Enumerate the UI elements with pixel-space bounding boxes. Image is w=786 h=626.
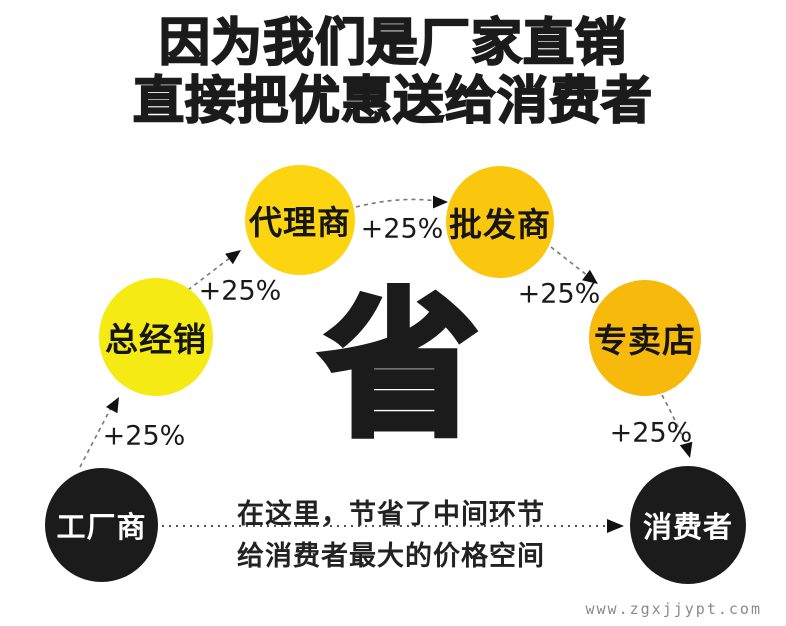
node-consumer-label: 消费者 xyxy=(642,512,733,544)
node-consumer: 消费者 xyxy=(630,466,746,584)
bottom-message-line-2-text: 给消费者最大的价格空间 xyxy=(237,541,545,571)
arrowhead-wholesaler-to-store xyxy=(582,269,598,284)
arrow-line-agent-to-wholesaler xyxy=(355,198,437,208)
title-line-2: 直接把优惠送给消费者 xyxy=(132,71,653,130)
node-general-distributor: 总经销 xyxy=(99,278,213,396)
node-wholesaler: 批发商 xyxy=(446,166,554,278)
increment-label-distributor-to-agent: +25% xyxy=(198,275,282,307)
bottom-message-line-1-text: 在这里，节省了中间环节 xyxy=(237,499,545,529)
title-line-1: 因为我们是厂家直销 xyxy=(158,13,627,72)
node-specialty-store-label: 专卖店 xyxy=(594,322,696,359)
increment-label-wholesaler-to-store: +25% xyxy=(517,278,601,310)
watermark-url: www.zgxjjypt.com xyxy=(585,600,762,618)
increment-label-store-to-consumer: +25% xyxy=(609,417,693,449)
arrow-line-wholesaler-to-store xyxy=(550,246,589,277)
node-specialty-store: 专卖店 xyxy=(589,280,701,396)
arrowhead-factory-to-consumer xyxy=(607,519,624,533)
node-agent-label: 代理商 xyxy=(249,204,351,241)
node-agent: 代理商 xyxy=(245,165,355,275)
arrowhead-distributor-to-agent xyxy=(225,250,241,265)
arrowhead-agent-to-wholesaler xyxy=(433,195,448,209)
node-wholesaler-label: 批发商 xyxy=(449,206,551,243)
arrow-line-factory-to-distributor xyxy=(79,403,114,468)
increment-label-factory-to-distributor: +25% xyxy=(102,420,186,452)
arrowhead-store-to-consumer xyxy=(679,441,693,458)
increment-label-agent-to-wholesaler: +25% xyxy=(360,213,444,245)
arrow-line-distributor-to-agent xyxy=(187,256,232,291)
bottom-message-line-1: 在这里，节省了中间环节 xyxy=(0,492,786,531)
node-factory: 工厂商 xyxy=(45,468,158,582)
arrowhead-factory-to-distributor xyxy=(106,397,119,414)
page-title: 因为我们是厂家直销 直接把优惠送给消费者 xyxy=(0,13,786,130)
node-general-distributor-label: 总经销 xyxy=(105,321,207,358)
bottom-message-line-2: 给消费者最大的价格空间 xyxy=(0,534,786,573)
save-character: 省 xyxy=(318,279,482,455)
node-factory-label: 工厂商 xyxy=(56,512,147,544)
